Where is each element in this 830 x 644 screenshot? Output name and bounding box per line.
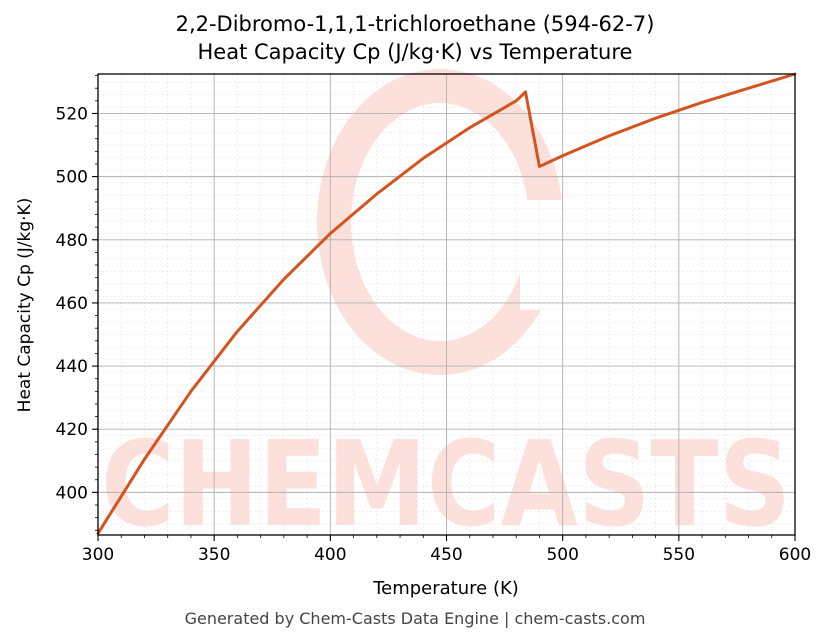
y-tick-label: 420 (56, 420, 88, 440)
axis-ticks (92, 75, 796, 541)
y-axis-label: Heat Capacity Cp (J/kg·K) (15, 198, 35, 413)
watermark-text: CHEMCASTS (101, 415, 791, 553)
series-layer (96, 72, 797, 535)
x-tick-label: 450 (430, 545, 462, 565)
y-tick-label: 400 (56, 483, 88, 503)
y-tick-label: 460 (56, 294, 88, 314)
tick-labels: 300 350 400 450 500 550 600 400 420 440 460 480 500 5… (56, 104, 812, 565)
x-tick-label: 400 (314, 545, 346, 565)
x-tick-label: 350 (198, 545, 230, 565)
watermark-ring (317, 69, 563, 375)
series-line (96, 72, 797, 535)
watermark: CHEMCASTS (101, 69, 791, 553)
footer-credit: Generated by Chem-Casts Data Engine | ch… (184, 609, 646, 628)
y-tick-label: 440 (56, 357, 88, 377)
x-tick-label: 550 (663, 545, 695, 565)
chart-title: 2,2-Dibromo-1,1,1-trichloroethane (594-6… (175, 12, 655, 36)
y-tick-label: 520 (56, 104, 88, 124)
x-tick-label: 500 (546, 545, 578, 565)
y-tick-label: 480 (56, 231, 88, 251)
x-axis-label: Temperature (K) (372, 578, 519, 599)
y-tick-label: 500 (56, 168, 88, 188)
chart-subtitle: Heat Capacity Cp (J/kg·K) vs Temperature (197, 40, 633, 64)
watermark-ring-gap (520, 200, 580, 310)
x-tick-label: 300 (82, 545, 114, 565)
x-tick-label: 600 (779, 545, 811, 565)
